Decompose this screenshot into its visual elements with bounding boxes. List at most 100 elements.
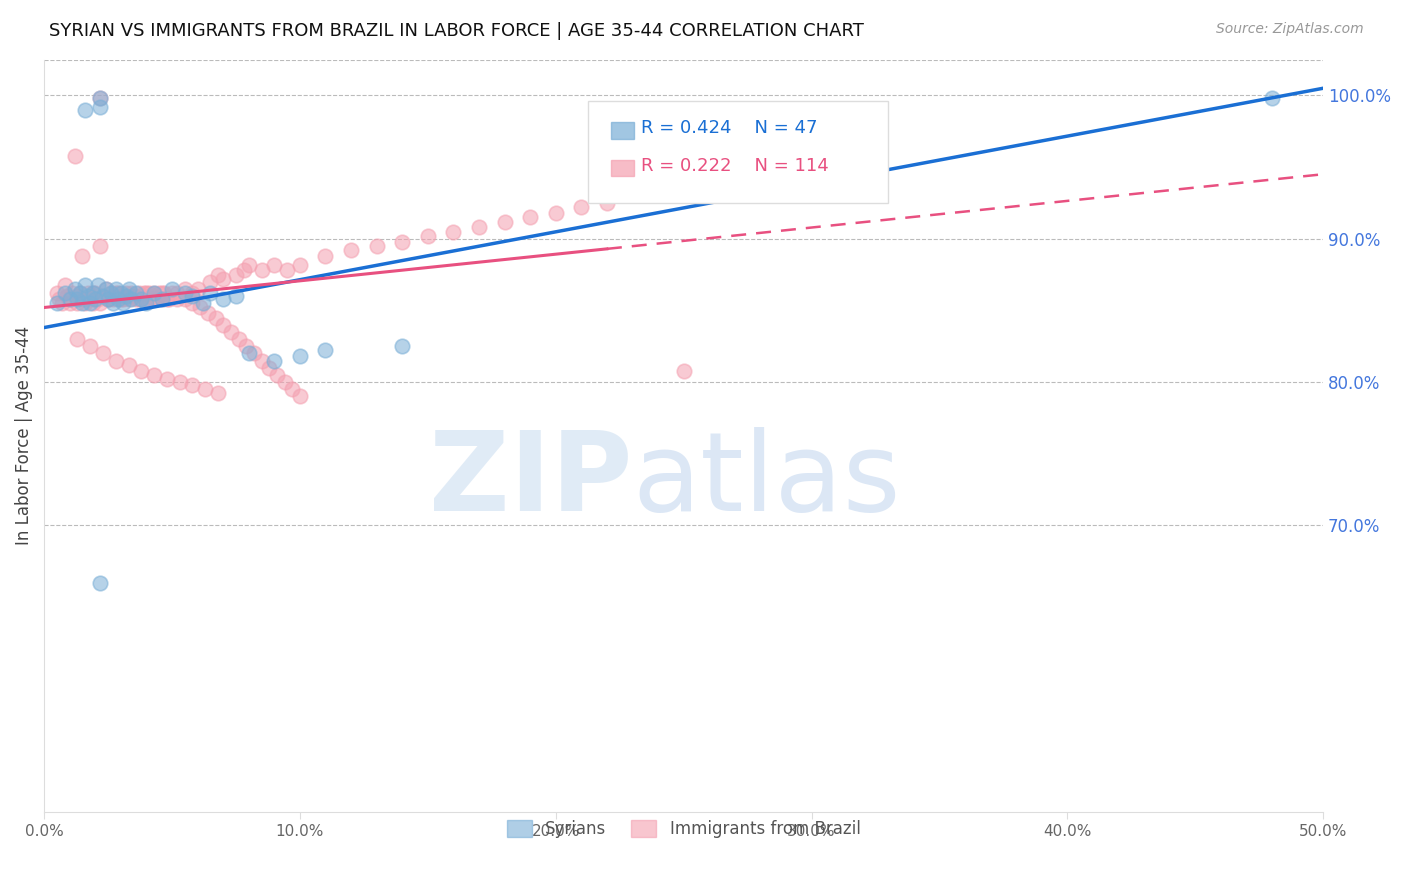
Text: ZIP: ZIP <box>429 427 633 534</box>
Point <box>84 292 107 306</box>
Point <box>125 286 148 301</box>
Point <box>219 325 242 339</box>
Point <box>150 292 173 306</box>
Point <box>672 363 695 377</box>
Point <box>153 286 176 301</box>
Point <box>59 296 82 310</box>
Point <box>315 249 337 263</box>
Point <box>79 339 101 353</box>
Point <box>97 292 120 306</box>
Point <box>73 292 96 306</box>
Point <box>391 339 413 353</box>
Point <box>243 346 266 360</box>
Point <box>288 389 311 403</box>
Point <box>100 286 122 301</box>
Point <box>112 289 135 303</box>
Point <box>115 289 138 303</box>
Point <box>596 195 619 210</box>
Point <box>191 296 214 310</box>
Point <box>135 292 157 306</box>
Point <box>73 296 96 310</box>
Point <box>120 292 142 306</box>
Point <box>160 286 183 301</box>
Point <box>135 296 157 310</box>
Point <box>150 286 173 301</box>
Point <box>181 296 204 310</box>
Point <box>89 91 111 105</box>
Point <box>94 282 117 296</box>
Point <box>1261 91 1284 105</box>
Point <box>315 343 337 358</box>
Point <box>143 286 166 301</box>
Point <box>132 286 155 301</box>
Point <box>156 372 179 386</box>
Point <box>66 296 89 310</box>
Legend: Syrians, Immigrants from Brazil: Syrians, Immigrants from Brazil <box>501 814 868 845</box>
Point <box>257 360 280 375</box>
Point <box>468 220 491 235</box>
Point <box>207 268 229 282</box>
Point <box>112 296 135 310</box>
Point <box>181 289 204 303</box>
Point <box>188 301 211 315</box>
Point <box>66 289 89 303</box>
Point <box>204 310 226 325</box>
Point <box>115 286 138 301</box>
Point <box>141 292 163 306</box>
Point <box>143 292 166 306</box>
Point <box>117 358 139 372</box>
Point <box>104 286 127 301</box>
Point <box>89 91 111 105</box>
Point <box>197 306 219 320</box>
Point <box>156 292 179 306</box>
FancyBboxPatch shape <box>610 122 634 138</box>
Point <box>169 375 191 389</box>
Point <box>91 289 114 303</box>
Point <box>112 292 135 306</box>
Point <box>60 286 83 301</box>
Point <box>45 296 67 310</box>
Point <box>166 292 188 306</box>
Point <box>128 286 150 301</box>
FancyBboxPatch shape <box>588 101 889 202</box>
Point <box>441 225 464 239</box>
Point <box>494 214 516 228</box>
Point <box>76 289 98 303</box>
Point <box>101 292 124 306</box>
Point <box>150 292 173 306</box>
Point <box>143 286 166 301</box>
Point <box>89 239 111 253</box>
Point <box>72 249 94 263</box>
Point <box>166 286 188 301</box>
Point <box>73 277 96 292</box>
Point <box>235 339 257 353</box>
Point <box>69 286 91 301</box>
Text: Source: ZipAtlas.com: Source: ZipAtlas.com <box>1216 22 1364 37</box>
Point <box>266 368 288 382</box>
Point <box>200 275 222 289</box>
Point <box>94 282 117 296</box>
Point <box>340 243 363 257</box>
Point <box>51 296 73 310</box>
Point <box>225 268 247 282</box>
Point <box>79 292 101 306</box>
Point <box>273 375 295 389</box>
Text: atlas: atlas <box>633 427 901 534</box>
Point <box>72 292 94 306</box>
Point <box>160 282 183 296</box>
Point <box>250 353 273 368</box>
Point <box>117 292 139 306</box>
Point <box>181 286 204 301</box>
Text: R = 0.222    N = 114: R = 0.222 N = 114 <box>641 157 830 175</box>
Point <box>104 282 127 296</box>
Point <box>63 282 86 296</box>
Point <box>117 282 139 296</box>
Point <box>288 349 311 363</box>
Point <box>263 258 285 272</box>
Point <box>288 258 311 272</box>
Point <box>48 292 70 306</box>
Point <box>107 292 129 306</box>
Point <box>181 377 204 392</box>
Point <box>97 292 120 306</box>
Point <box>519 211 541 225</box>
